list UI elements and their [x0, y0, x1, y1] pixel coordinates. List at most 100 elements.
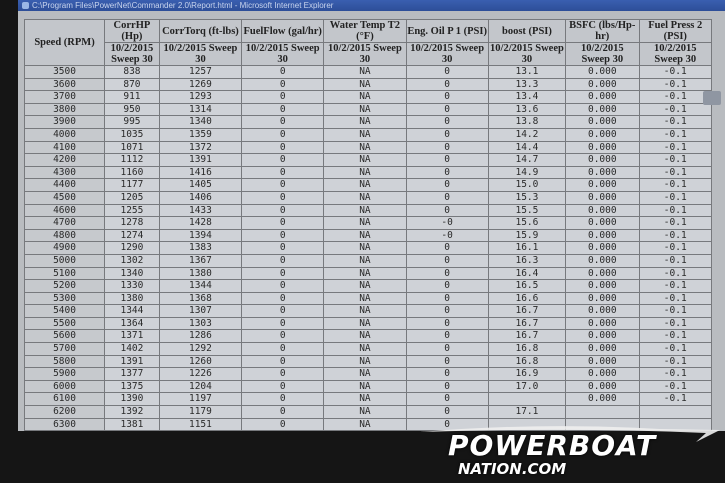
- table-cell: 1359: [158, 127, 243, 142]
- table-cell: NA: [323, 65, 407, 79]
- column-subheader: 10/2/2015 Sweep 30: [241, 42, 325, 66]
- table-cell: 1255: [104, 203, 160, 218]
- table-cell: 0: [241, 304, 325, 318]
- table-cell: 0: [405, 115, 489, 129]
- table-cell: 13.6: [487, 102, 567, 117]
- table-cell: 1286: [158, 329, 243, 344]
- table-cell: 14.7: [487, 153, 567, 167]
- table-cell: 870: [104, 77, 160, 92]
- table-cell: NA: [323, 90, 407, 104]
- table-cell: 0: [405, 354, 489, 369]
- table-cell: 13.8: [487, 115, 567, 129]
- table-row: 6100 1390 1197 0 NA 0 0.000 -0.1: [23, 392, 712, 407]
- table-cell: 1278: [104, 216, 160, 230]
- table-cell: 0: [241, 165, 325, 180]
- table-cell: 14.2: [487, 127, 567, 142]
- table-cell: [487, 392, 567, 407]
- table-cell: 0: [241, 392, 325, 407]
- table-cell: 16.8: [487, 342, 567, 356]
- table-cell: 4600: [23, 203, 106, 218]
- table-row: 5600 1371 1286 0 NA 0 16.7 0.000 -0.1: [23, 329, 712, 344]
- table-cell: 1380: [104, 291, 160, 306]
- table-cell: NA: [323, 216, 407, 230]
- table-cell: 1314: [158, 102, 243, 117]
- column-header: Eng. Oil P 1 (PSI): [405, 19, 489, 43]
- table-cell: 1428: [158, 216, 243, 230]
- table-cell: 0: [241, 127, 325, 142]
- table-cell: 16.6: [487, 291, 567, 306]
- table-cell: 0.000: [565, 304, 640, 318]
- table-cell: 4200: [23, 153, 106, 167]
- table-cell: 0: [405, 279, 489, 293]
- table-cell: NA: [323, 127, 407, 142]
- table-cell: NA: [323, 329, 407, 344]
- table-cell: 0.000: [565, 216, 640, 230]
- table-cell: 15.6: [487, 216, 567, 230]
- table-cell: 16.9: [487, 367, 567, 381]
- table-cell: -0.1: [638, 90, 712, 104]
- table-cell: 1377: [104, 367, 160, 381]
- table-cell: NA: [323, 379, 407, 394]
- table-cell: 1292: [158, 342, 243, 356]
- column-header: CorrHP (Hp): [104, 19, 160, 43]
- table-cell: 4800: [23, 228, 106, 243]
- table-cell: NA: [323, 342, 407, 356]
- table-cell: -0.1: [638, 115, 712, 129]
- table-cell: 0.000: [565, 316, 640, 331]
- table-cell: 1151: [158, 417, 243, 431]
- table-row: 4100 1071 1372 0 NA 0 14.4 0.000 -0.1: [23, 140, 712, 155]
- table-cell: 0: [405, 367, 489, 381]
- table-cell: 0: [405, 190, 489, 205]
- table-row: 3500 838 1257 0 NA 0 13.1 0.000 -0.1: [23, 65, 712, 79]
- table-cell: 16.4: [487, 266, 567, 281]
- table-cell: 1179: [158, 405, 243, 419]
- table-cell: 0: [241, 367, 325, 381]
- table-cell: 1293: [158, 90, 243, 104]
- table-cell: 0: [405, 316, 489, 331]
- table-cell: -0.1: [638, 304, 712, 318]
- table-cell: NA: [323, 279, 407, 293]
- table-cell: 3800: [23, 102, 106, 117]
- table-cell: 1392: [104, 405, 160, 419]
- table-cell: 13.1: [487, 65, 567, 79]
- table-cell: 6300: [23, 417, 106, 431]
- table-cell: 16.7: [487, 329, 567, 344]
- column-header: boost (PSI): [487, 19, 567, 43]
- boat-swoosh-icon: [420, 426, 720, 442]
- table-cell: NA: [323, 153, 407, 167]
- table-cell: 17.1: [487, 405, 567, 419]
- table-cell: -0.1: [638, 203, 712, 218]
- table-cell: NA: [323, 405, 407, 419]
- table-cell: [565, 405, 640, 419]
- table-cell: 1340: [104, 266, 160, 281]
- table-cell: 0.000: [565, 65, 640, 79]
- table-cell: 0.000: [565, 115, 640, 129]
- table-row: 3600 870 1269 0 NA 0 13.3 0.000 -0.1: [23, 77, 712, 92]
- window-title: C:\Program Files\PowerNet\Commander 2.0\…: [32, 1, 334, 10]
- table-row: 4600 1255 1433 0 NA 0 15.5 0.000 -0.1: [23, 203, 712, 218]
- window-restore-button[interactable]: [703, 91, 721, 105]
- dyno-report-table: Speed (RPM) CorrHP (Hp) CorrTorq (ft-lbs) F…: [23, 19, 712, 431]
- table-cell: NA: [323, 367, 407, 381]
- table-cell: 4000: [23, 127, 106, 142]
- table-cell: 1302: [104, 253, 160, 268]
- powerboat-nation-watermark: POWERBOAT NATION.COM: [420, 426, 720, 482]
- table-cell: 3500: [23, 65, 106, 79]
- table-cell: -0: [405, 228, 489, 243]
- table-cell: 1405: [158, 178, 243, 192]
- table-cell: 1177: [104, 178, 160, 192]
- internet-explorer-icon: [22, 2, 29, 9]
- table-cell: -0.1: [638, 65, 712, 79]
- table-cell: 0: [405, 266, 489, 281]
- table-row: 4000 1035 1359 0 NA 0 14.2 0.000 -0.1: [23, 127, 712, 142]
- table-cell: -0.1: [638, 127, 712, 142]
- table-cell: 0: [241, 405, 325, 419]
- table-row: 4200 1112 1391 0 NA 0 14.7 0.000 -0.1: [23, 153, 712, 167]
- table-cell: -0: [405, 216, 489, 230]
- table-cell: 0.000: [565, 379, 640, 394]
- table-row: 5900 1377 1226 0 NA 0 16.9 0.000 -0.1: [23, 367, 712, 381]
- table-row: 5800 1391 1260 0 NA 0 16.8 0.000 -0.1: [23, 354, 712, 369]
- table-cell: 0.000: [565, 153, 640, 167]
- table-cell: 0.000: [565, 279, 640, 293]
- table-cell: 0: [405, 291, 489, 306]
